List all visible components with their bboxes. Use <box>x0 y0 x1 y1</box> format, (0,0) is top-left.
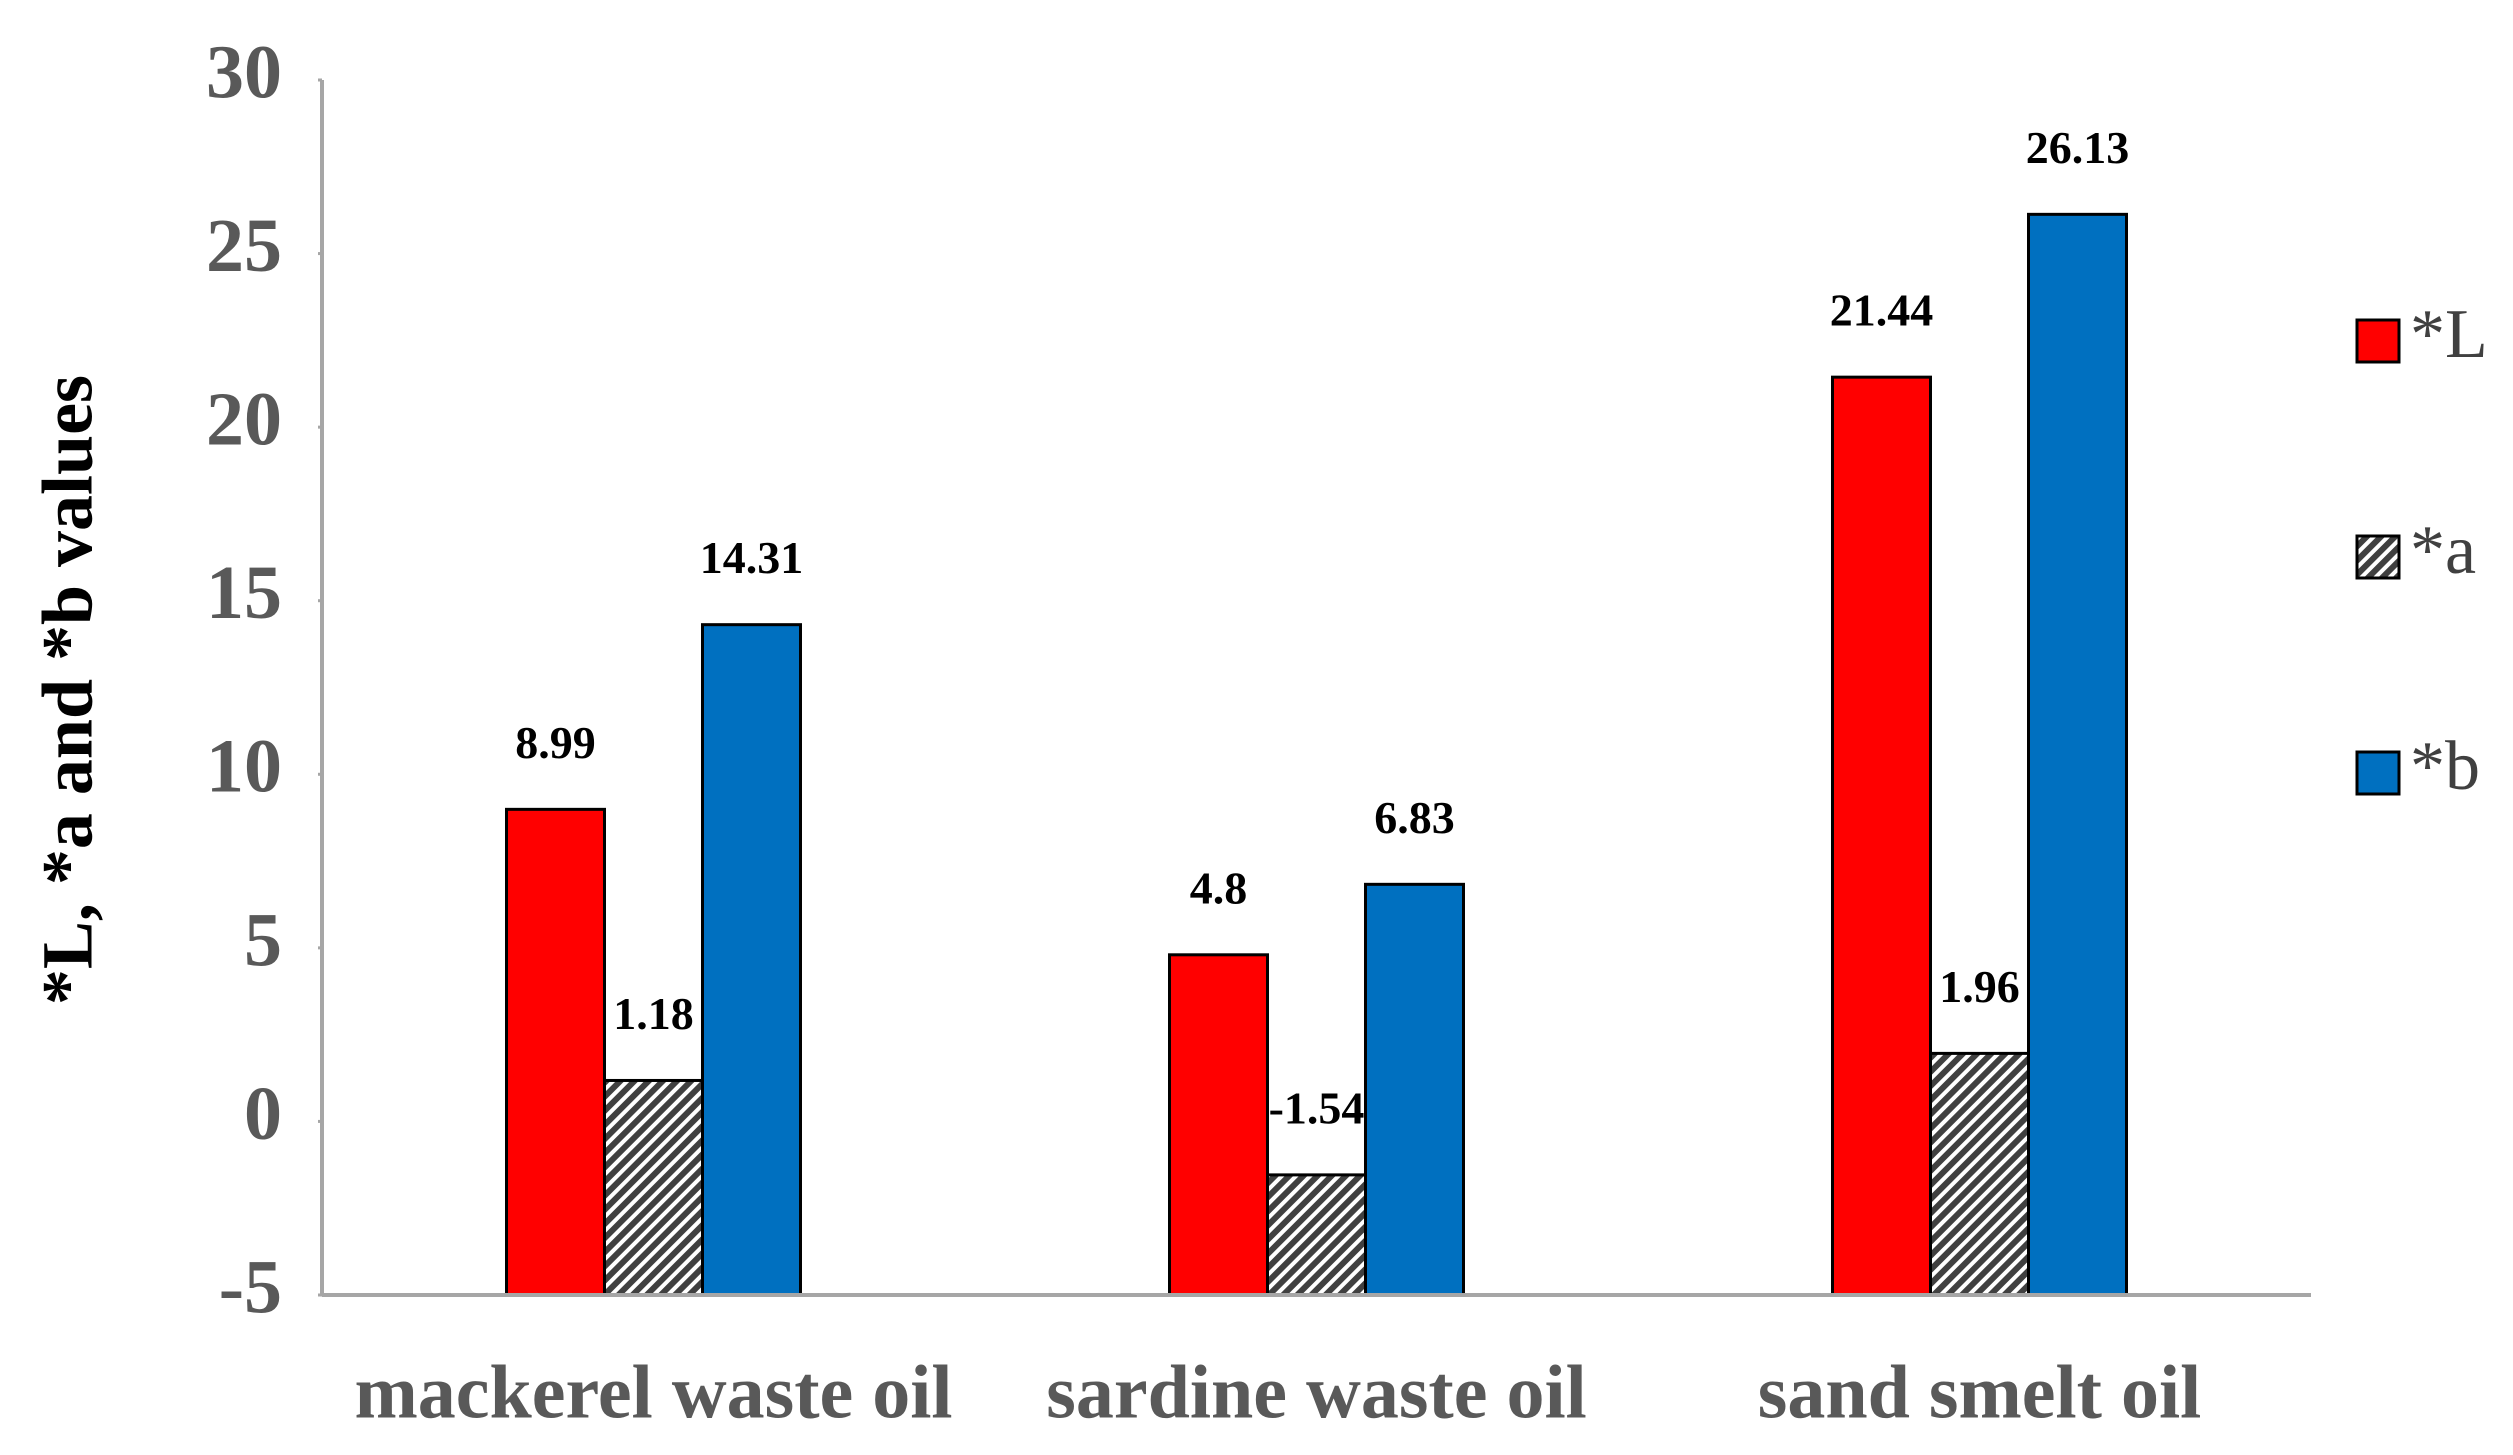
value-label: -1.54 <box>1269 1082 1365 1133</box>
x-tick-label: sardine waste oil <box>1046 1350 1586 1434</box>
legend-label: *L <box>2410 296 2488 373</box>
bar <box>1364 882 1465 1297</box>
value-label: 1.18 <box>613 988 694 1039</box>
bar <box>603 1078 704 1297</box>
y-tick-label: 15 <box>206 551 282 635</box>
bar <box>701 623 802 1297</box>
bar <box>1168 953 1269 1297</box>
y-tick-label: 5 <box>244 898 282 982</box>
value-label: 21.44 <box>1830 285 1934 336</box>
value-label: 8.99 <box>515 717 596 768</box>
value-label: 1.96 <box>1939 961 2020 1012</box>
y-axis-title: *L, *a and *b values <box>28 375 108 1005</box>
x-tick-label: sand smelt oil <box>1758 1350 2201 1434</box>
bar <box>2027 212 2128 1297</box>
bar <box>1831 375 1932 1297</box>
y-tick-label: 0 <box>244 1072 282 1156</box>
y-tick-label: 10 <box>206 725 282 809</box>
bar <box>505 807 606 1297</box>
y-tick-label: 25 <box>206 204 282 288</box>
legend-label: *a <box>2410 512 2476 589</box>
x-tick-label: mackerel waste oil <box>355 1350 953 1434</box>
y-tick-label: 20 <box>206 378 282 462</box>
y-tick-label: 30 <box>206 30 282 114</box>
value-label: 26.13 <box>2026 122 2130 173</box>
value-label: 14.31 <box>700 532 804 583</box>
value-label: 6.83 <box>1374 792 1455 843</box>
value-label: 4.8 <box>1190 862 1248 913</box>
bar <box>1266 1173 1367 1297</box>
legend-swatch <box>2355 318 2401 364</box>
legend-label: *b <box>2410 728 2480 805</box>
bar <box>1929 1051 2030 1297</box>
y-tick-label: -5 <box>219 1245 282 1329</box>
legend-swatch <box>2355 750 2401 796</box>
legend-swatch <box>2355 534 2401 580</box>
